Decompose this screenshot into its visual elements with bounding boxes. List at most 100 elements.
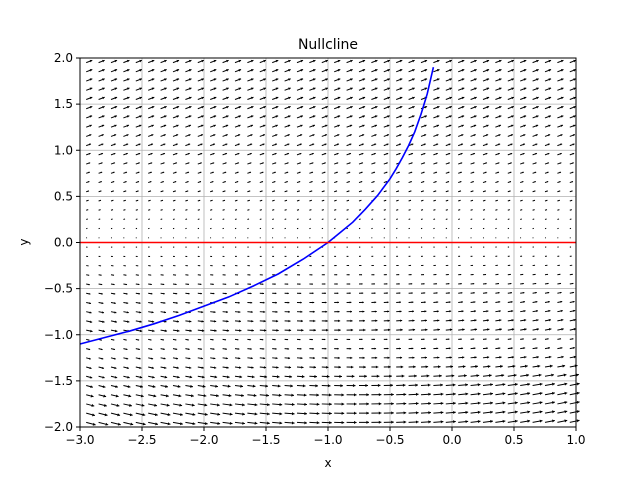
vector-arrow-head	[449, 87, 452, 91]
vector-arrow-head	[189, 375, 193, 379]
vector-arrow-head	[366, 402, 369, 406]
vector-arrow-head	[362, 301, 364, 304]
vector-arrow-head	[571, 171, 574, 174]
vector-arrow-head	[387, 356, 390, 359]
vector-arrow-head	[162, 162, 165, 164]
vector-arrow-head	[422, 200, 424, 202]
vector-arrow-head	[276, 375, 280, 379]
vector-arrow-head	[363, 365, 366, 369]
vector-arrow-head	[288, 310, 290, 313]
vector-arrow	[482, 209, 486, 211]
vector-arrow-head	[498, 96, 502, 100]
vector-arrow-head	[374, 59, 378, 63]
vector-arrow	[532, 209, 535, 211]
vector-arrow-head	[298, 190, 300, 192]
vector-arrow-head	[412, 96, 415, 100]
vector-arrow-head	[213, 59, 217, 63]
vector-arrow-head	[250, 105, 254, 109]
vector-arrow-head	[472, 200, 474, 202]
vector-arrow-head	[326, 374, 330, 379]
vector-arrow-head	[523, 309, 526, 313]
vector-arrow-head	[536, 87, 539, 91]
vector-arrow-head	[188, 87, 192, 91]
vector-arrow-head	[92, 413, 95, 417]
vector-arrow-head	[215, 384, 218, 388]
vector-arrow-head	[164, 96, 167, 100]
vector-arrow-head	[176, 357, 178, 360]
vector-arrow-head	[114, 105, 118, 109]
vector-arrow-head	[202, 375, 205, 379]
vector-arrow-head	[560, 105, 564, 109]
vector-arrow-head	[473, 347, 476, 350]
vector-arrow-head	[229, 403, 233, 407]
vector-arrow-head	[526, 373, 530, 377]
vector-arrow-head	[139, 366, 142, 370]
vector-arrow-head	[522, 171, 524, 174]
vector-arrow-head	[424, 87, 428, 91]
vector-arrow-head	[573, 105, 576, 109]
vector-arrow-head	[361, 283, 363, 285]
vector-arrow-head	[373, 171, 375, 174]
vector-arrow-head	[486, 69, 490, 72]
vector-arrow-head	[472, 171, 475, 174]
vector-arrow-head	[276, 329, 279, 332]
vector-arrow-head	[397, 200, 399, 202]
vector-arrow-head	[552, 410, 555, 414]
vector-arrow-head	[100, 200, 102, 202]
vector-arrow-head	[253, 393, 257, 397]
vector-arrow-head	[323, 274, 325, 276]
vector-arrow-head	[386, 347, 389, 350]
vector-arrow-head	[204, 421, 208, 426]
vector-arrow	[371, 209, 374, 211]
vector-arrow-head	[351, 374, 355, 378]
vector-arrow-head	[362, 310, 365, 313]
vector-arrow-head	[310, 200, 312, 202]
vector-arrow-head	[214, 375, 218, 379]
vector-arrow-head	[390, 383, 394, 387]
vector-arrow-head	[175, 283, 177, 286]
vector-arrow-head	[201, 59, 204, 63]
vector-arrow-head	[473, 152, 475, 155]
vector-arrow-head	[126, 87, 130, 91]
vector-arrow-head	[164, 366, 167, 369]
vector-arrow-head	[174, 190, 176, 192]
vector-arrow-head	[523, 69, 527, 72]
vector-arrow-head	[497, 273, 499, 276]
vector-arrow-head	[350, 310, 352, 313]
vector-arrow-head	[142, 422, 146, 426]
vector-arrow-head	[336, 152, 339, 155]
vector-arrow-head	[424, 301, 426, 304]
vector-arrow-head	[423, 152, 426, 155]
vector-arrow-head	[496, 200, 498, 202]
vector-arrow-head	[486, 310, 489, 313]
vector-arrow-head	[348, 162, 351, 164]
vector-arrow-head	[324, 338, 326, 341]
vector-arrow-head	[125, 190, 127, 192]
vector-arrow-head	[536, 115, 539, 118]
vector-arrow-head	[323, 181, 325, 183]
vector-arrow-head	[498, 69, 502, 72]
vector-arrow-head	[325, 69, 328, 72]
vector-arrow-head	[361, 292, 364, 295]
vector-arrow-head	[559, 190, 561, 192]
vector-arrow-head	[560, 96, 564, 100]
vector-arrow-head	[474, 69, 477, 72]
vector-arrow-head	[188, 59, 192, 63]
vector-arrow-head	[548, 59, 552, 63]
vector-arrow-head	[126, 134, 129, 137]
vector-arrow-head	[440, 411, 444, 415]
vector-arrow-head	[398, 292, 401, 294]
vector-arrow-head	[164, 115, 167, 118]
vector-arrow-head	[425, 328, 428, 332]
vector-arrow-head	[114, 87, 118, 91]
vector-arrow-head	[138, 134, 141, 137]
vector-arrow-head	[562, 364, 566, 368]
vector-arrow-head	[249, 171, 251, 174]
vector-arrow-head	[325, 87, 328, 91]
vector-arrow-head	[150, 181, 152, 183]
vector-arrow-head	[461, 87, 465, 91]
vector-arrow-head	[336, 162, 339, 164]
vector-arrow-head	[188, 348, 190, 350]
vector-arrow-head	[477, 383, 481, 387]
vector-arrow-head	[237, 348, 240, 350]
